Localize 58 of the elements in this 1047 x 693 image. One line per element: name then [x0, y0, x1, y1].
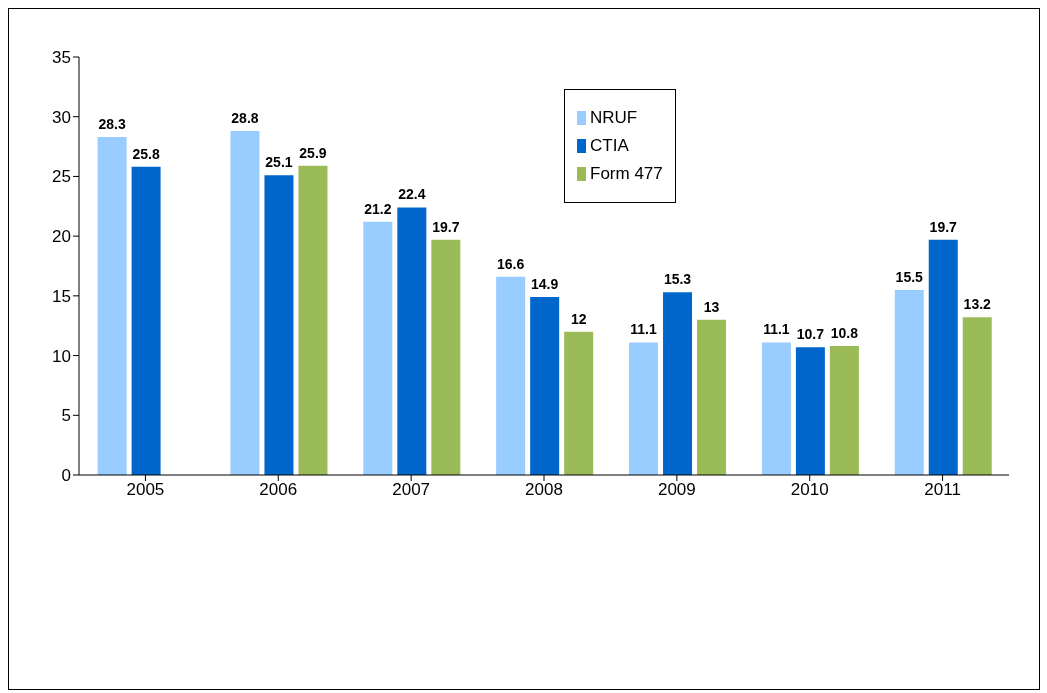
bar: [530, 297, 560, 475]
y-tick-label: 0: [61, 466, 71, 486]
x-tick-label: 2011: [924, 480, 961, 500]
bar: [431, 239, 461, 475]
y-tick-label: 30: [52, 107, 71, 127]
data-label: 25.1: [265, 154, 293, 171]
y-tick-label: 10: [52, 346, 71, 366]
y-tick-label: 25: [52, 167, 71, 187]
bar: [697, 319, 727, 475]
data-label: 11.1: [763, 321, 790, 338]
bar: [564, 331, 594, 475]
data-label: 25.9: [299, 144, 327, 161]
data-label: 10.8: [830, 325, 859, 342]
bar: [264, 175, 294, 475]
x-tick-label: 2008: [525, 480, 563, 500]
bar: [894, 289, 924, 475]
x-tick-label: 2009: [657, 480, 696, 500]
x-tick-label: 2010: [790, 480, 829, 500]
data-label: 13: [703, 298, 720, 315]
y-tick-label: 15: [52, 286, 71, 306]
data-label: 28.8: [231, 110, 259, 127]
data-label: 28.3: [98, 116, 126, 133]
bar: [629, 342, 659, 475]
bar: [298, 165, 328, 475]
data-label: 16.6: [497, 255, 525, 272]
data-label: 15.3: [663, 271, 692, 288]
bar: [795, 347, 825, 475]
x-tick-label: 2007: [392, 480, 431, 500]
bar: [230, 131, 260, 475]
data-label: 11.1: [630, 321, 657, 338]
bar: [761, 342, 791, 475]
data-label: 14.9: [531, 276, 559, 293]
legend-label: CTIA: [590, 136, 629, 156]
bar: [663, 292, 693, 475]
bar: [829, 346, 859, 475]
data-label: 15.5: [895, 268, 924, 285]
x-tick-label: 2005: [126, 480, 165, 500]
data-label: 10.7: [796, 326, 825, 343]
data-label: 19.7: [432, 218, 460, 235]
data-label: 22.4: [398, 186, 426, 203]
data-label: 25.8: [132, 145, 160, 162]
y-tick-label: 20: [52, 227, 71, 247]
bar: [928, 239, 958, 475]
data-label: 13.2: [963, 296, 992, 313]
legend-label: NRUF: [590, 108, 638, 128]
bar: [131, 166, 161, 475]
legend-label: Form 477: [590, 164, 663, 184]
bar: [397, 207, 427, 475]
data-label: 21.2: [364, 200, 392, 217]
x-tick-label: 2006: [259, 480, 298, 500]
y-tick-label: 35: [52, 48, 71, 68]
y-tick-label: 5: [61, 406, 71, 426]
data-label: 12: [570, 310, 587, 327]
data-label: 19.7: [929, 218, 958, 235]
bar: [496, 276, 526, 475]
bar: [962, 317, 992, 475]
bar: [363, 221, 393, 475]
bar: [97, 137, 127, 475]
